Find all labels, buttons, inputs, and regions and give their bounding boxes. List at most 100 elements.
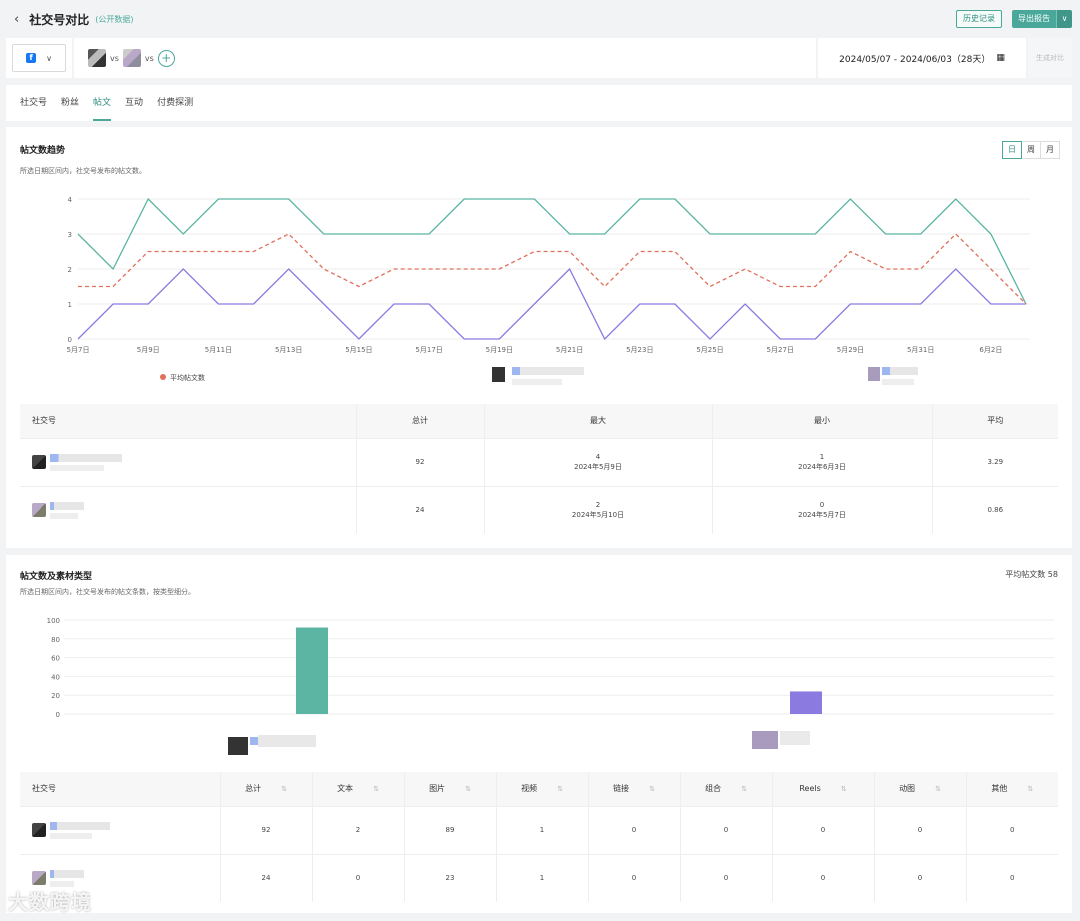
column-header[interactable]: 文本 ⇅ [312, 772, 405, 806]
column-header[interactable]: 动图 ⇅ [874, 772, 967, 806]
avatar[interactable] [88, 49, 106, 67]
bar-label-account1 [228, 735, 316, 755]
column-header[interactable]: 图片 ⇅ [404, 772, 497, 806]
column-header-label: 组合 [705, 784, 722, 794]
column-header[interactable]: 总计 ⇅ [220, 772, 313, 806]
account-cell[interactable] [20, 437, 357, 486]
generate-compare-button[interactable]: 生成对比 [1028, 38, 1072, 78]
date-range-picker[interactable]: 2024/05/07 - 2024/06/03（28天） ▦ [818, 38, 1026, 78]
sort-icon[interactable]: ⇅ [465, 785, 471, 794]
post-trend-card: 帖文数趋势 所选日期区间内，社交号发布的帖文数。 日 周 月 0 1 2 3 4 5月7日… [6, 127, 1072, 548]
period-day[interactable]: 日 [1002, 141, 1022, 159]
date-range-value: 2024/05/07 - 2024/06/03（28天） [839, 54, 991, 65]
tab-paid-detection[interactable]: 付费探测 [157, 98, 194, 108]
y-tick-label: 2 [68, 266, 72, 274]
sort-icon[interactable]: ⇅ [840, 785, 847, 794]
types-desc: 所选日期区间内，社交号发布的帖文条数，按类型细分。 [20, 588, 195, 596]
types-title: 帖文数及素材类型 [20, 572, 93, 582]
y-tick-label: 0 [56, 711, 60, 719]
column-header[interactable]: Reels ⇅ [772, 772, 875, 806]
column-header[interactable]: 链接 ⇅ [588, 772, 681, 806]
x-tick-label: 5月19日 [486, 346, 513, 354]
account-cell[interactable] [20, 853, 221, 902]
count-cell: 89 [404, 805, 497, 854]
max-value: 2 [595, 500, 601, 509]
account-name-blurred [50, 453, 122, 462]
x-tick-label: 5月31日 [907, 346, 934, 354]
account-handle-blurred [50, 512, 78, 519]
account-handle-blurred [50, 832, 92, 839]
calendar-icon: ▦ [996, 53, 1005, 63]
avatar[interactable] [122, 49, 141, 67]
account-name-blurred [50, 821, 110, 830]
column-header-label: Reels [799, 784, 821, 794]
avatar [32, 823, 46, 837]
post-trend-line-chart: 0 1 2 3 4 5月7日 5月9日 5月11日 5月13日 5月15日 5月17日 5月19日 5月… [67, 196, 1030, 385]
count-cell: 1 [496, 853, 589, 902]
type-table: 社交号 总计 ⇅ 文本 ⇅ 图片 ⇅ 视频 ⇅ 链接 ⇅ 组合 ⇅ Reels ⇅ 动图 ⇅ 其他 ⇅ 92 2 89 1… [20, 772, 1058, 902]
x-tick-label: 5月29日 [837, 346, 864, 354]
account-name-blurred [50, 501, 84, 510]
add-account-button[interactable]: + [157, 49, 175, 67]
account-handle-blurred [50, 880, 74, 887]
sort-icon[interactable]: ⇅ [935, 785, 941, 794]
legend-item-account1 [492, 367, 584, 385]
column-header[interactable]: 视频 ⇅ [496, 772, 589, 806]
period-month[interactable]: 月 [1040, 141, 1060, 159]
avatar [32, 455, 46, 469]
column-header[interactable]: 其他 ⇅ [966, 772, 1058, 806]
x-tick-label: 5月27日 [767, 346, 794, 354]
chevron-down-icon: ∨ [46, 53, 52, 63]
tab-interaction[interactable]: 互动 [125, 98, 144, 108]
period-week[interactable]: 周 [1021, 141, 1041, 159]
compare-selector: f ∨ vs vs + 2024/05/07 - 2024/06/03（28天）… [6, 38, 1072, 78]
trend-desc: 所选日期区间内，社交号发布的帖文数。 [20, 167, 146, 175]
series-line-account2 [77, 267, 1026, 341]
max-cell: 2 2024年5月10日 [484, 485, 713, 534]
avatar [32, 503, 46, 518]
export-button[interactable]: 导出报告 [1012, 10, 1056, 28]
sort-icon[interactable]: ⇅ [281, 785, 287, 794]
chevron-left-icon[interactable]: ‹ [14, 11, 20, 27]
x-tick-label: 6月2日 [979, 346, 1002, 354]
sort-icon[interactable]: ⇅ [741, 785, 747, 794]
count-cell: 0 [966, 805, 1058, 854]
sort-icon[interactable]: ⇅ [649, 785, 655, 794]
page-subtitle: (公开数据) [95, 14, 134, 24]
column-header: 总计 [356, 404, 485, 438]
column-header[interactable]: 组合 ⇅ [680, 772, 773, 806]
post-type-card: 帖文数及素材类型 所选日期区间内，社交号发布的帖文条数，按类型细分。 平均帖文数… [6, 555, 1072, 913]
account-handle-blurred [50, 464, 104, 471]
chevron-down-icon[interactable]: ∨ [1056, 10, 1072, 28]
column-header: 社交号 [20, 404, 357, 438]
top-bar: ‹ 社交号对比 (公开数据) 历史记录 导出报告 ∨ [0, 0, 1080, 38]
y-tick-label: 1 [68, 301, 72, 309]
vs-label: vs [144, 53, 154, 63]
avg-cell: 0.86 [932, 485, 1058, 534]
platform-select[interactable]: f ∨ [12, 44, 66, 72]
sort-icon[interactable]: ⇅ [1027, 785, 1034, 794]
account-cell[interactable] [20, 485, 357, 534]
table-row: 92 4 2024年5月9日 1 2024年6月3日 3.29 [20, 437, 1058, 486]
tab-posts[interactable]: 帖文 [93, 85, 112, 121]
x-tick-label: 5月9日 [137, 346, 160, 354]
history-button[interactable]: 历史记录 [956, 10, 1002, 28]
series-line-average [78, 233, 1027, 305]
tab-fans[interactable]: 粉丝 [61, 98, 80, 108]
y-tick-label: 80 [51, 636, 60, 644]
tab-account[interactable]: 社交号 [20, 98, 48, 108]
account-cell[interactable] [20, 805, 221, 854]
total-cell: 92 [356, 437, 485, 486]
count-cell: 0 [312, 853, 405, 902]
column-header-label: 总计 [245, 784, 262, 794]
sort-icon[interactable]: ⇅ [557, 785, 563, 794]
min-date: 2024年5月7日 [798, 511, 846, 520]
sort-icon[interactable]: ⇅ [373, 785, 379, 794]
max-date: 2024年5月9日 [574, 463, 622, 471]
y-tick-label: 20 [51, 692, 60, 700]
count-cell: 23 [404, 853, 497, 902]
max-date: 2024年5月10日 [571, 511, 625, 520]
column-header-label: 其他 [991, 784, 1008, 794]
export-button-group: 导出报告 ∨ [1012, 10, 1072, 28]
table-header-row: 社交号 总计 最大 最小 平均 [20, 404, 1058, 438]
